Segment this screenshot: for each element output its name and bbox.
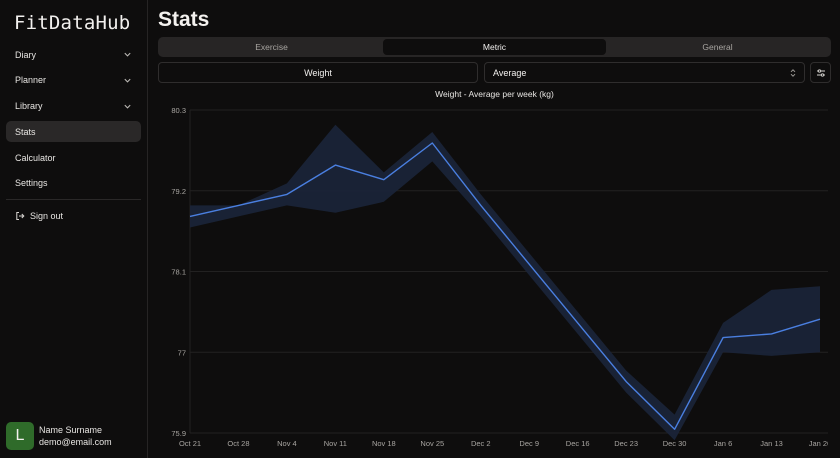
stats-tabs: Exercise Metric General — [158, 37, 831, 57]
chevron-up-down-icon — [790, 69, 796, 77]
user-email: demo@email.com — [39, 437, 112, 447]
sliders-icon — [816, 68, 825, 77]
x-tick-label: Dec 30 — [663, 439, 687, 448]
chevron-down-icon — [124, 104, 131, 109]
sidebar-item-label: Library — [15, 101, 43, 112]
y-tick-label: 75.9 — [171, 429, 186, 438]
x-tick-label: Nov 25 — [420, 439, 444, 448]
chart-title: Weight - Average per week (kg) — [435, 89, 554, 99]
sidebar-item-label: Settings — [15, 178, 48, 189]
x-tick-label: Nov 4 — [277, 439, 297, 448]
main-content: Stats Exercise Metric General Weight Ave… — [158, 0, 832, 458]
x-tick-label: Oct 28 — [227, 439, 249, 448]
sidebar: FitDataHub Diary Planner Library Stats C… — [0, 0, 148, 458]
sign-out-icon — [16, 212, 25, 221]
sidebar-item-settings[interactable]: Settings — [6, 173, 141, 194]
sidebar-item-library[interactable]: Library — [6, 96, 141, 117]
x-tick-label: Jan 6 — [714, 439, 732, 448]
sign-out-label: Sign out — [30, 211, 64, 222]
user-info: Name Surname demo@email.com — [39, 424, 112, 448]
sidebar-item-calculator[interactable]: Calculator — [6, 147, 141, 168]
x-tick-label: Oct 21 — [179, 439, 201, 448]
x-tick-label: Dec 23 — [614, 439, 638, 448]
sidebar-nav: Diary Planner Library Stats Calculator S… — [6, 44, 141, 232]
x-tick-label: Dec 16 — [566, 439, 590, 448]
sidebar-item-label: Calculator — [15, 152, 56, 163]
series-line — [189, 142, 821, 430]
y-tick-label: 78.1 — [171, 268, 186, 277]
page-title: Stats — [158, 8, 210, 31]
app-logo: FitDataHub — [14, 12, 131, 34]
chevron-down-icon — [124, 52, 131, 57]
metric-select[interactable]: Weight — [158, 62, 478, 83]
sidebar-divider — [6, 198, 141, 200]
tab-metric[interactable]: Metric — [383, 39, 606, 55]
x-tick-label: Dec 9 — [519, 439, 539, 448]
chevron-down-icon — [124, 78, 131, 83]
user-profile[interactable]: L Name Surname demo@email.com — [6, 422, 112, 450]
x-tick-label: Jan 13 — [760, 439, 783, 448]
sidebar-item-stats[interactable]: Stats — [6, 121, 141, 143]
user-name: Name Surname — [39, 425, 103, 435]
filter-button[interactable] — [810, 62, 831, 83]
sign-out-button[interactable]: Sign out — [6, 206, 141, 227]
x-tick-label: Jan 20 — [809, 439, 828, 448]
sidebar-item-label: Stats — [15, 126, 36, 137]
tab-exercise[interactable]: Exercise — [255, 42, 288, 52]
chart-controls: Weight Average — [158, 62, 831, 83]
tab-general[interactable]: General — [702, 42, 733, 52]
y-tick-label: 79.2 — [171, 187, 186, 196]
sidebar-item-diary[interactable]: Diary — [6, 44, 141, 65]
confidence-band — [190, 124, 820, 441]
sidebar-item-planner[interactable]: Planner — [6, 70, 141, 91]
x-tick-label: Nov 11 — [324, 439, 347, 448]
aggregation-select[interactable]: Average — [484, 62, 805, 83]
y-tick-label: 77 — [178, 348, 186, 357]
y-tick-label: 80.3 — [171, 106, 186, 115]
sidebar-item-label: Diary — [15, 49, 37, 60]
x-tick-label: Dec 2 — [471, 439, 491, 448]
x-tick-label: Nov 18 — [372, 439, 396, 448]
aggregation-value: Average — [493, 67, 527, 78]
sidebar-item-label: Planner — [15, 75, 47, 86]
avatar: L — [6, 422, 34, 450]
